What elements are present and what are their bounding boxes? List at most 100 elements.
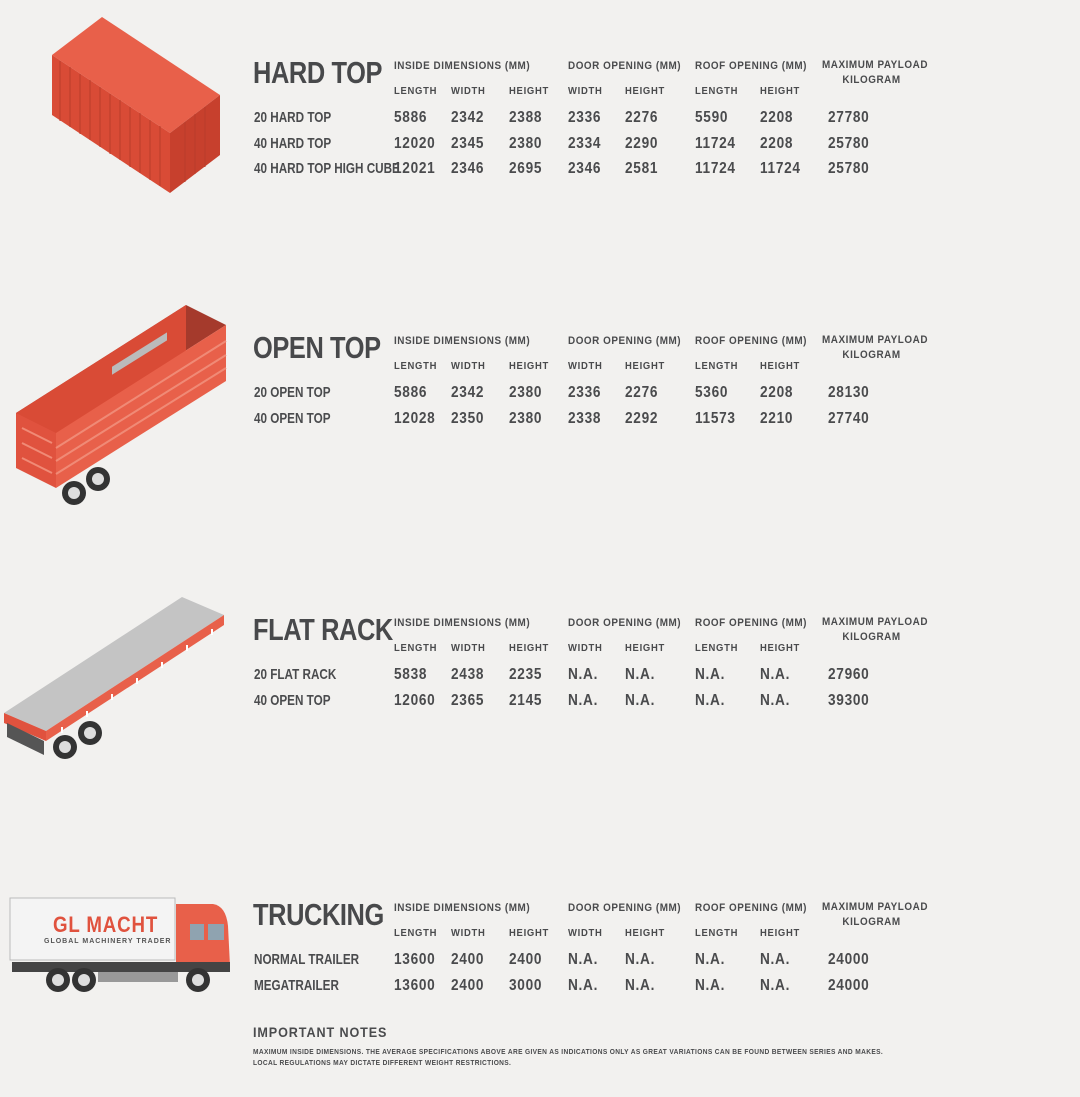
row-label: 20 OPEN TOP [254,384,331,401]
header-max-payload: MAXIMUM PAYLOAD [822,901,929,913]
table-cell: 13600 [394,951,436,968]
subheader-length: LENGTH [394,642,438,654]
table-cell: 5886 [394,384,428,401]
header-max-payload: MAXIMUM PAYLOAD [822,59,929,71]
header-door-opening: DOOR OPENING (MM) [568,60,682,72]
header-max-payload: MAXIMUM PAYLOAD [822,334,929,346]
table-cell: 5590 [695,109,729,126]
table-cell: 2208 [760,109,794,126]
table-cell: 2350 [451,409,485,427]
truck-illustration: GL MACHT GLOBAL MACHINERY TRADER [8,896,233,996]
header-kilogram: KILOGRAM [842,74,901,86]
table-cell: 2342 [451,384,485,401]
subheader-width: WIDTH [451,85,486,97]
table-cell: 2338 [568,409,602,427]
spec-section-3: FLAT RACK INSIDE DIMENSIONS (MM) DOOR OPEN… [0,612,1080,812]
row-label: 20 HARD TOP [254,109,332,126]
row-label: 40 HARD TOP [254,134,332,152]
table-cell: 39300 [828,691,870,709]
header-inside-dimensions: INSIDE DIMENSIONS (MM) [394,60,531,72]
header-roof-opening: ROOF OPENING (MM) [695,60,808,72]
table-cell: 2336 [568,384,602,401]
table-cell: 2345 [451,134,485,152]
table-cell: N.A. [695,691,726,709]
table-cell: 25780 [828,134,870,152]
table-cell: 2208 [760,134,794,152]
table-cell: 11724 [695,134,736,152]
spec-section-2: OPEN TOP INSIDE DIMENSIONS (MM) DOOR OPENI… [0,330,1080,530]
table-cell: N.A. [625,951,656,968]
table-cell: 11724 [760,160,801,177]
header-inside-dimensions: INSIDE DIMENSIONS (MM) [394,617,531,629]
truck-logo-brand: GL MACHT [53,912,159,937]
table-cell: 2336 [568,109,602,126]
table-cell: 12028 [394,409,436,427]
subheader-height: HEIGHT [760,927,801,939]
table-cell: 2388 [509,109,543,126]
subheader-width: WIDTH [568,360,603,372]
table-cell: 2346 [451,160,485,177]
table-cell: N.A. [625,976,656,994]
row-label: 20 FLAT RACK [254,666,337,683]
table-cell: 2346 [568,160,602,177]
table-cell: 2342 [451,109,485,126]
subheader-length: LENGTH [695,642,739,654]
header-max-payload: MAXIMUM PAYLOAD [822,616,929,628]
table-cell: 12060 [394,691,436,709]
subheader-height: HEIGHT [625,642,666,654]
spec-section-1: HARD TOP INSIDE DIMENSIONS (MM) DOOR OPENI… [0,55,1080,255]
truck-logo: GL MACHT GLOBAL MACHINERY TRADER [44,912,170,945]
table-cell: 2438 [451,666,485,683]
table-cell: N.A. [760,976,791,994]
table-cell: 2400 [509,951,543,968]
table-cell: N.A. [625,666,656,683]
subheader-width: WIDTH [568,927,603,939]
table-cell: 2695 [509,160,543,177]
table-cell: 2380 [509,384,543,401]
section-title: HARD TOP [253,55,383,90]
table-cell: 12021 [394,160,436,177]
table-cell: 5838 [394,666,428,683]
subheader-width: WIDTH [451,927,486,939]
table-cell: 3000 [509,976,543,994]
header-inside-dimensions: INSIDE DIMENSIONS (MM) [394,902,531,914]
subheader-height: HEIGHT [625,360,666,372]
table-cell: 2208 [760,384,794,401]
subheader-length: LENGTH [695,85,739,97]
subheader-height: HEIGHT [509,85,550,97]
table-cell: 2380 [509,409,543,427]
table-cell: 2145 [509,691,543,709]
subheader-height: HEIGHT [625,927,666,939]
table-cell: 27780 [828,109,870,126]
table-cell: 2380 [509,134,543,152]
header-kilogram: KILOGRAM [842,916,901,928]
table-cell: 2290 [625,134,659,152]
open-top-trailer-icon [16,305,227,505]
table-cell: N.A. [568,951,599,968]
table-cell: 2400 [451,951,485,968]
table-cell: 2365 [451,691,485,709]
subheader-length: LENGTH [394,85,438,97]
table-cell: 12020 [394,134,436,152]
table-cell: N.A. [695,666,726,683]
section-title: TRUCKING [253,897,384,932]
header-kilogram: KILOGRAM [842,631,901,643]
notes-title: IMPORTANT NOTES [253,1024,388,1040]
header-inside-dimensions: INSIDE DIMENSIONS (MM) [394,335,531,347]
container-icon [52,17,220,193]
header-roof-opening: ROOF OPENING (MM) [695,902,808,914]
subheader-length: LENGTH [695,360,739,372]
row-label: 40 OPEN TOP [254,409,331,427]
section-title: OPEN TOP [253,330,381,365]
flat-rack-trailer-icon [4,597,224,759]
table-cell: 24000 [828,951,870,968]
table-cell: N.A. [568,976,599,994]
subheader-height: HEIGHT [760,642,801,654]
table-cell: 25780 [828,160,870,177]
table-cell: 11573 [695,409,736,427]
subheader-length: LENGTH [695,927,739,939]
table-cell: N.A. [760,691,791,709]
truck-icon [9,897,230,992]
header-roof-opening: ROOF OPENING (MM) [695,335,808,347]
table-cell: N.A. [760,951,791,968]
